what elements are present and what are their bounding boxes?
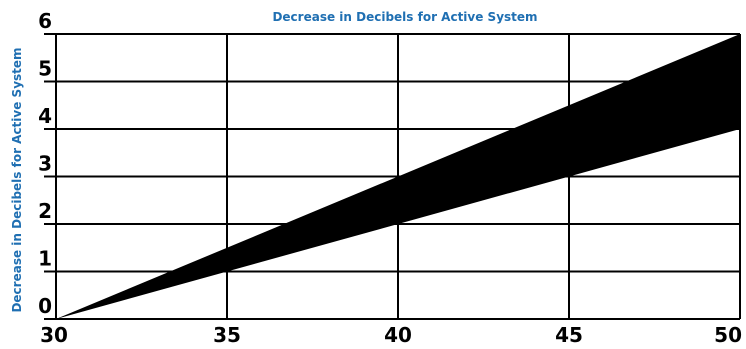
y-tick-label-3: 3 xyxy=(38,152,52,176)
x-tick-label-40: 40 xyxy=(384,323,412,347)
data-band-layer xyxy=(56,34,740,319)
y-tick-label-2: 2 xyxy=(38,199,52,223)
x-tick-label-30: 30 xyxy=(40,323,68,347)
x-tick-label-35: 35 xyxy=(213,323,241,347)
grid xyxy=(44,33,741,320)
x-tick-label-45: 45 xyxy=(555,323,583,347)
x-tick-label-50: 50 xyxy=(714,323,742,347)
y-tick-label-6: 6 xyxy=(38,9,52,33)
y-tick-label-5: 5 xyxy=(38,57,52,81)
y-tick-label-0: 0 xyxy=(38,294,52,318)
y-axis-label: Decrease in Decibels for Active System xyxy=(10,47,24,312)
y-tick-label-4: 4 xyxy=(38,104,52,128)
y-tick-label-1: 1 xyxy=(38,247,52,271)
data-band xyxy=(56,34,740,319)
chart-title: Decrease in Decibels for Active System xyxy=(272,10,537,24)
